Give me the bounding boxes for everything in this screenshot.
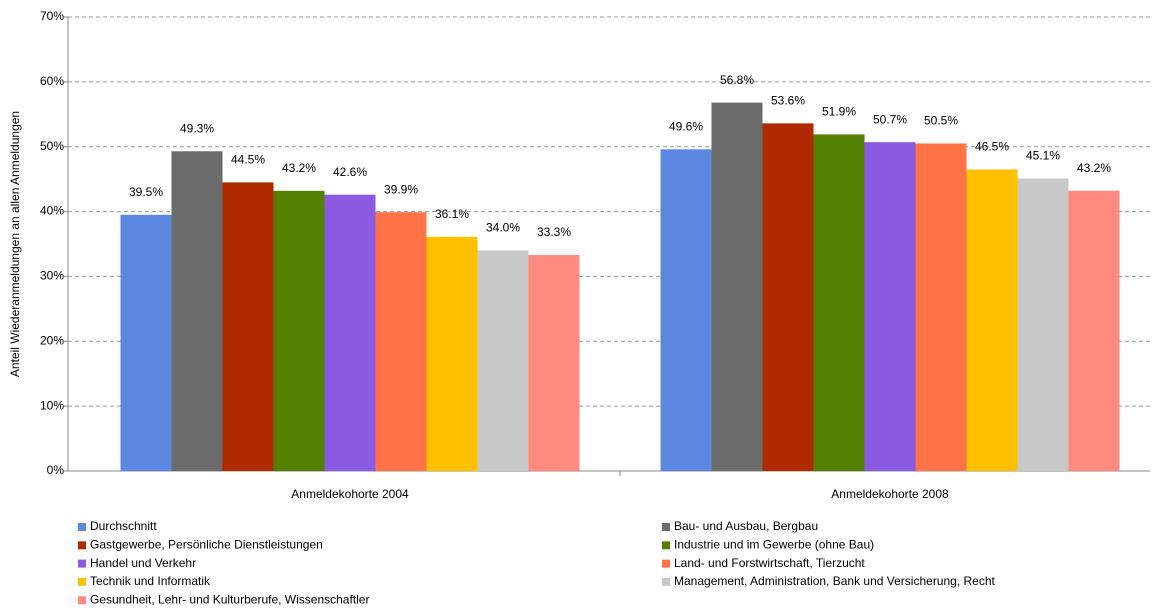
data-label: 50.7% xyxy=(873,112,907,126)
bar xyxy=(762,123,814,471)
legend-swatch xyxy=(662,559,670,568)
legend-label: Bau- und Ausbau, Bergbau xyxy=(674,519,818,533)
legend-label: Durchschnitt xyxy=(90,519,157,533)
data-label: 56.8% xyxy=(720,73,754,87)
legend-swatch xyxy=(78,596,86,605)
data-label: 50.5% xyxy=(924,114,958,128)
bar xyxy=(171,151,223,472)
legend-label: Land- und Forstwirtschaft, Tierzucht xyxy=(674,556,865,570)
data-label: 34.0% xyxy=(486,221,520,235)
data-label: 39.9% xyxy=(384,182,418,196)
y-tick-label: 0% xyxy=(47,463,65,477)
data-label: 44.5% xyxy=(231,153,265,167)
bar xyxy=(375,212,427,471)
y-tick-label: 30% xyxy=(40,269,64,283)
bar xyxy=(324,194,376,472)
data-label: 53.6% xyxy=(771,94,805,108)
data-label: 49.3% xyxy=(180,121,214,135)
legend-swatch xyxy=(78,523,86,531)
x-tick-label: Anmeldekohorte 2008 xyxy=(831,487,949,501)
bar xyxy=(1017,178,1069,471)
legend-label: Industrie und im Gewerbe (ohne Bau) xyxy=(674,537,874,551)
bar xyxy=(222,182,274,471)
legend-swatch xyxy=(78,559,86,568)
bar xyxy=(273,190,325,471)
legend-swatch xyxy=(662,523,670,531)
y-tick-label: 10% xyxy=(40,398,64,412)
bar xyxy=(1068,190,1120,471)
legend-label: Gesundheit, Lehr- und Kulturberufe, Wiss… xyxy=(90,592,369,606)
legend-swatch xyxy=(662,577,670,586)
data-label: 49.6% xyxy=(669,119,703,133)
data-label: 51.9% xyxy=(822,105,856,119)
bar xyxy=(864,142,916,471)
bar xyxy=(120,214,172,472)
data-label: 39.5% xyxy=(129,185,163,199)
bar xyxy=(477,250,529,471)
legend-label: Technik und Informatik xyxy=(90,574,211,588)
y-axis-label: Anteil Wiederanmeldungen an allen Anmeld… xyxy=(8,111,22,377)
y-tick-label: 20% xyxy=(40,333,64,347)
data-label: 36.1% xyxy=(435,207,469,221)
y-tick-label: 60% xyxy=(40,74,64,88)
y-tick-label: 70% xyxy=(40,9,64,23)
data-label: 42.6% xyxy=(333,165,367,179)
legend-label: Gastgewerbe, Persönliche Dienstleistunge… xyxy=(90,537,323,551)
legend-label: Handel und Verkehr xyxy=(90,556,196,570)
legend-swatch xyxy=(78,577,86,586)
bar xyxy=(711,102,763,472)
data-label: 46.5% xyxy=(975,140,1009,154)
x-tick-label: Anmeldekohorte 2004 xyxy=(291,487,409,501)
bar xyxy=(915,143,967,471)
y-tick-label: 40% xyxy=(40,204,64,218)
bar xyxy=(813,134,865,472)
bar xyxy=(528,255,580,471)
data-label: 43.2% xyxy=(1077,161,1111,175)
legend-label: Management, Administration, Bank und Ver… xyxy=(674,574,996,588)
data-label: 45.1% xyxy=(1026,149,1060,163)
bar xyxy=(660,149,712,471)
bar xyxy=(966,169,1018,471)
bar xyxy=(426,236,478,471)
data-label: 43.2% xyxy=(282,161,316,175)
data-label: 33.3% xyxy=(537,225,571,239)
legend-swatch xyxy=(78,541,86,550)
legend-swatch xyxy=(662,541,670,550)
y-tick-label: 50% xyxy=(40,139,64,153)
